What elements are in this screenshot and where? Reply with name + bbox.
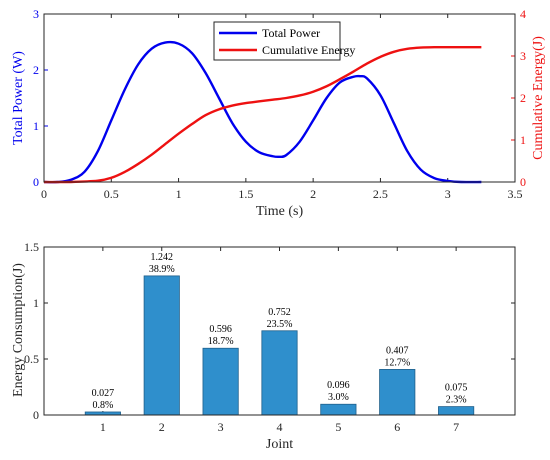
bottom-x-tick-label: 6 bbox=[394, 420, 400, 434]
top-right-y-tick-label: 4 bbox=[520, 7, 526, 21]
top-left-y-tick-label: 3 bbox=[33, 7, 39, 21]
bottom-x-tick-label: 5 bbox=[335, 420, 341, 434]
bar-value-label: 0.596 bbox=[209, 324, 232, 335]
bottom-x-tick-label: 2 bbox=[159, 420, 165, 434]
top-right-y-tick-label: 0 bbox=[520, 175, 526, 189]
top-x-tick-label: 0 bbox=[41, 187, 47, 201]
series-line-total-power bbox=[43, 40, 482, 184]
top-x-axis-label: Time (s) bbox=[256, 204, 304, 219]
bar-joint-7 bbox=[438, 406, 475, 416]
top-x-tick-label: 1.5 bbox=[238, 187, 253, 201]
bar-joint-5 bbox=[320, 403, 357, 416]
top-plot-frame bbox=[43, 13, 516, 183]
bottom-y-axis-label: Energy Consumption(J) bbox=[11, 263, 26, 397]
bar-value-label: 0.407 bbox=[386, 345, 409, 356]
top-x-tick-label: 3 bbox=[445, 187, 451, 201]
bar-value-label: 0.752 bbox=[268, 307, 291, 318]
bar-percent-label: 0.8% bbox=[92, 400, 113, 411]
bottom-x-tick-label: 4 bbox=[277, 420, 283, 434]
top-left-y-tick-label: 2 bbox=[33, 63, 39, 77]
top-x-tick-label: 1 bbox=[176, 187, 182, 201]
bottom-x-tick-label: 1 bbox=[100, 420, 106, 434]
top-x-tick-label: 2.5 bbox=[373, 187, 388, 201]
bar-joint-4 bbox=[261, 330, 298, 416]
bar-percent-label: 18.7% bbox=[208, 336, 234, 347]
top-x-tick-label: 3.5 bbox=[508, 187, 523, 201]
bar-value-label: 0.075 bbox=[445, 383, 468, 394]
legend-label-total-power: Total Power bbox=[262, 26, 320, 40]
bar-value-label: 1.242 bbox=[151, 252, 174, 263]
bar-percent-label: 23.5% bbox=[267, 319, 293, 330]
bottom-plot-frame bbox=[43, 246, 516, 416]
top-right-y-tick-label: 2 bbox=[520, 91, 526, 105]
top-left-y-tick-label: 1 bbox=[33, 119, 39, 133]
top-left-y-tick-label: 0 bbox=[33, 175, 39, 189]
top-right-y-axis-label: Cumulative Energy(J) bbox=[531, 36, 546, 160]
bar-joint-6 bbox=[379, 369, 416, 416]
bar-joint-2 bbox=[143, 275, 180, 416]
bottom-x-tick-label: 3 bbox=[218, 420, 224, 434]
bottom-y-tick-label: 0.5 bbox=[24, 352, 39, 366]
top-right-y-tick-label: 3 bbox=[520, 49, 526, 63]
series-line-cumulative-energy bbox=[43, 45, 482, 184]
top-legend: Total Power Cumulative Energy bbox=[213, 21, 355, 61]
bar-percent-label: 38.9% bbox=[149, 264, 175, 275]
bottom-y-tick-label: 0 bbox=[33, 408, 39, 422]
bar-value-label: 0.096 bbox=[327, 380, 350, 391]
legend-box bbox=[213, 21, 341, 61]
bottom-x-tick-label: 7 bbox=[453, 420, 459, 434]
legend-label-cumulative-energy: Cumulative Energy bbox=[262, 43, 355, 57]
top-right-y-tick-label: 1 bbox=[520, 133, 526, 147]
bottom-axis-ticks: 0 0.5 1 1.5 1 2 3 4 5 6 7 bbox=[24, 240, 515, 434]
bar-value-label: 0.027 bbox=[92, 388, 115, 399]
top-left-y-axis-label: Total Power (W) bbox=[11, 51, 26, 145]
bar-percent-label: 2.3% bbox=[446, 395, 467, 406]
top-x-tick-label: 0.5 bbox=[104, 187, 119, 201]
top-x-tick-label: 2 bbox=[310, 187, 316, 201]
bar-joint-3 bbox=[202, 347, 239, 416]
bar-percent-label: 12.7% bbox=[384, 357, 410, 368]
bottom-y-tick-label: 1 bbox=[33, 296, 39, 310]
bar-percent-label: 3.0% bbox=[328, 392, 349, 403]
bottom-y-tick-label: 1.5 bbox=[24, 240, 39, 254]
bottom-x-axis-label: Joint bbox=[266, 437, 293, 452]
